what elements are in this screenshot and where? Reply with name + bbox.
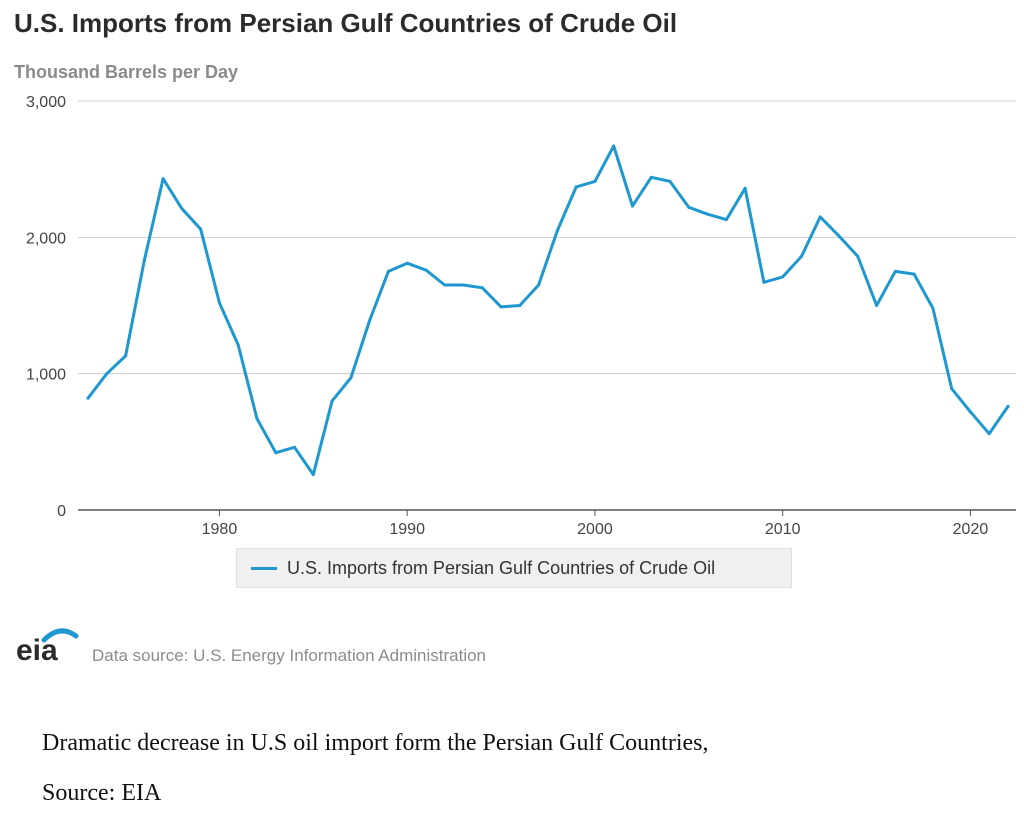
data-point [912,272,916,276]
legend-swatch [251,566,277,570]
chart-title: U.S. Imports from Persian Gulf Countries… [14,8,678,38]
data-point [424,268,428,272]
data-point [968,410,972,414]
eia-logo-text: eia [16,634,58,666]
data-point [311,473,315,477]
data-point [743,186,747,190]
data-point [950,387,954,391]
data-point [255,417,259,421]
data-point [856,254,860,258]
x-axis-ticks: 1980 1990 2000 2010 2020 [202,510,989,538]
data-point [781,275,785,279]
gridlines [78,100,1016,511]
x-tick-label: 1990 [389,521,425,538]
data-point [293,445,297,449]
data-point [105,372,109,376]
y-axis-ticks: 0 1,000 2,000 3,000 [26,94,66,520]
data-point [142,259,146,263]
data-point [724,218,728,222]
y-axis-unit-label: Thousand Barrels per Day [14,62,239,82]
data-point [706,212,710,216]
data-point [649,175,653,179]
data-point [330,399,334,403]
data-point [518,304,522,307]
data-point [537,283,541,287]
data-point [555,229,559,233]
data-point [180,207,184,211]
data-point [593,179,597,183]
data-point [217,301,221,305]
line-chart: 0 1,000 2,000 3,000 1980 1990 2000 2010 2020 [26,94,1016,538]
data-point [405,261,409,265]
x-tick-label: 2010 [765,521,801,538]
data-point [86,396,90,400]
data-point [199,227,203,231]
data-source-text: Data source: U.S. Energy Information Adm… [92,646,487,665]
y-tick-label: 0 [57,503,66,520]
data-point [630,204,634,208]
data-point [875,304,879,307]
x-tick-label: 2000 [577,521,613,538]
series-layer [86,144,1010,477]
data-point [837,234,841,238]
legend: U.S. Imports from Persian Gulf Countries… [236,548,792,588]
data-point [236,343,240,347]
y-tick-label: 2,000 [26,230,66,247]
data-point [799,254,803,258]
data-point [161,177,165,181]
data-point [574,185,578,189]
eia-logo: eia [16,628,79,666]
data-point [1006,404,1010,408]
data-point [124,354,128,358]
data-point [386,269,390,273]
data-point [480,286,484,290]
caption-text: Dramatic decrease in U.S oil import form… [42,730,709,756]
x-tick-label: 2020 [953,521,989,538]
data-point [368,318,372,322]
data-point [349,376,353,380]
data-point [462,283,466,287]
series-line [86,144,1010,477]
data-point [893,269,897,273]
data-point [443,283,447,287]
data-point [818,215,822,219]
data-point [274,451,278,455]
y-tick-label: 3,000 [26,94,66,111]
caption-source: Source: EIA [42,780,162,806]
data-point [668,179,672,183]
y-tick-label: 1,000 [26,367,66,384]
data-point [612,144,616,148]
data-point [762,280,766,284]
x-tick-label: 1980 [202,521,238,538]
data-point [987,432,991,436]
data-point [687,205,691,209]
data-point [931,306,935,310]
legend-label: U.S. Imports from Persian Gulf Countries… [287,557,716,578]
data-point [499,305,503,309]
